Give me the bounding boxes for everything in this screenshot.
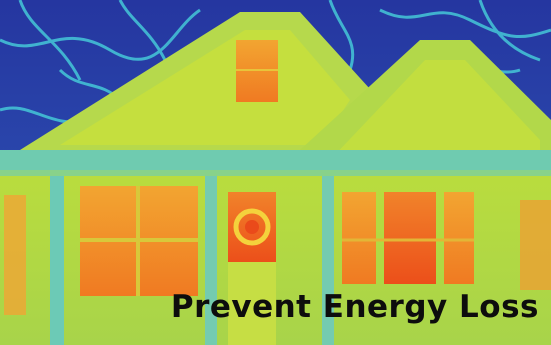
tree-branches bbox=[0, 0, 551, 124]
front-door-lower bbox=[228, 262, 276, 345]
door-wreath bbox=[233, 208, 271, 246]
right-window-3 bbox=[444, 192, 474, 284]
porch-post-left bbox=[50, 176, 64, 345]
porch-roof-edge bbox=[0, 170, 551, 178]
porch-post-middle bbox=[205, 176, 217, 345]
right-window-1 bbox=[342, 192, 376, 284]
left-edge-window bbox=[4, 195, 26, 315]
porch-post-right bbox=[322, 176, 334, 345]
right-edge-window bbox=[520, 200, 551, 290]
caption-text: Prevent Energy Loss bbox=[170, 289, 539, 325]
right-window-2 bbox=[384, 192, 436, 284]
